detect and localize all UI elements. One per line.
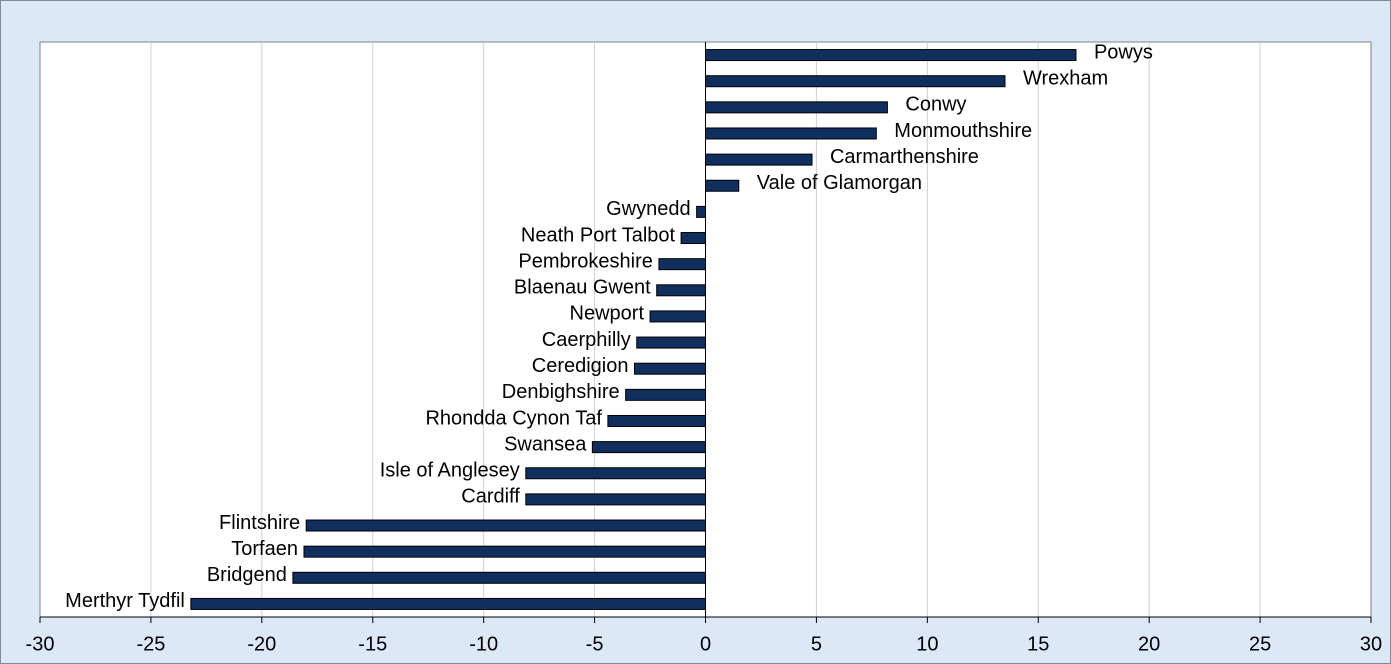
- x-tick-label: 15: [1027, 633, 1049, 655]
- x-tick-label: 20: [1138, 633, 1160, 655]
- category-label: Blaenau Gwent: [514, 277, 651, 299]
- x-tick-label: 10: [916, 633, 938, 655]
- bar: [705, 179, 740, 192]
- bar: [190, 597, 706, 610]
- bar: [607, 414, 706, 427]
- x-tick-label: -10: [469, 633, 498, 655]
- bar: [303, 545, 706, 558]
- x-tick-label: -25: [136, 633, 165, 655]
- category-label: Neath Port Talbot: [521, 224, 676, 246]
- category-label: Carmarthenshire: [830, 146, 979, 168]
- category-label: Swansea: [504, 433, 587, 455]
- category-label: Monmouthshire: [894, 120, 1032, 142]
- category-label: Cardiff: [461, 486, 520, 508]
- category-label: Newport: [570, 303, 645, 325]
- bar: [705, 49, 1077, 62]
- bar: [525, 493, 706, 506]
- bar: [656, 284, 706, 297]
- category-label: Flintshire: [219, 512, 300, 534]
- bar: [705, 127, 877, 140]
- x-tick-label: -20: [247, 633, 276, 655]
- category-label: Denbighshire: [502, 381, 620, 403]
- category-label: Rhondda Cynon Taf: [425, 407, 602, 429]
- bar: [705, 75, 1006, 88]
- category-label: Ceredigion: [532, 355, 629, 377]
- bar: [634, 362, 706, 375]
- bar: [705, 101, 888, 114]
- x-tick-label: 0: [700, 633, 711, 655]
- category-label: Powys: [1094, 41, 1153, 63]
- x-tick-label: 5: [811, 633, 822, 655]
- bar: [705, 153, 813, 166]
- category-label: Vale of Glamorgan: [757, 172, 922, 194]
- category-label: Caerphilly: [542, 329, 631, 351]
- bar: [292, 571, 706, 584]
- category-label: Bridgend: [207, 564, 287, 586]
- category-label: Pembrokeshire: [518, 250, 653, 272]
- category-label: Wrexham: [1023, 67, 1108, 89]
- bar: [636, 336, 707, 349]
- bar: [658, 258, 706, 271]
- bar: [649, 310, 707, 323]
- x-tick-label: -5: [586, 633, 604, 655]
- bar: [696, 205, 706, 218]
- category-label: Torfaen: [231, 538, 298, 560]
- x-tick-label: -30: [26, 633, 55, 655]
- bar: [625, 388, 707, 401]
- bar: [305, 519, 706, 532]
- x-tick-label: -15: [358, 633, 387, 655]
- bar: [591, 441, 706, 454]
- bar: [525, 467, 706, 480]
- x-tick-label: 25: [1249, 633, 1271, 655]
- category-label: Conwy: [905, 94, 966, 116]
- category-label: Merthyr Tydfil: [65, 590, 185, 612]
- bar: [680, 232, 706, 245]
- x-tick-label: 30: [1360, 633, 1382, 655]
- category-label: Isle of Anglesey: [380, 460, 520, 482]
- category-label: Gwynedd: [606, 198, 691, 220]
